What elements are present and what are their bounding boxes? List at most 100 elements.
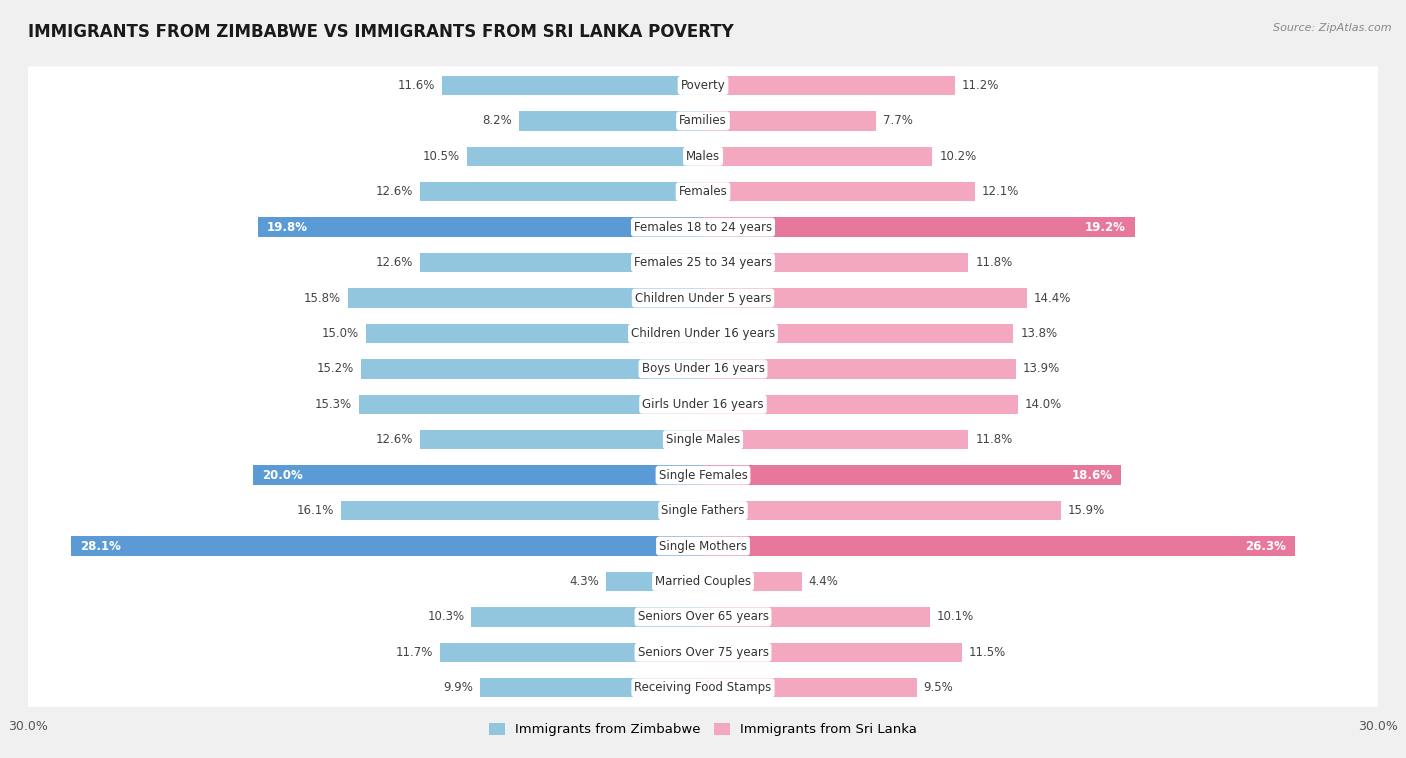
Bar bbox=[441, 76, 703, 96]
Bar bbox=[419, 430, 703, 449]
Text: 20.0%: 20.0% bbox=[262, 468, 302, 481]
Bar bbox=[361, 359, 703, 378]
Bar bbox=[703, 465, 1122, 485]
Text: 7.7%: 7.7% bbox=[883, 114, 912, 127]
Text: Seniors Over 65 years: Seniors Over 65 years bbox=[637, 610, 769, 623]
Text: 14.0%: 14.0% bbox=[1025, 398, 1062, 411]
Bar bbox=[703, 607, 931, 627]
Bar bbox=[703, 536, 1295, 556]
Text: 11.8%: 11.8% bbox=[976, 256, 1012, 269]
FancyBboxPatch shape bbox=[25, 208, 1381, 246]
Text: Single Fathers: Single Fathers bbox=[661, 504, 745, 517]
Bar bbox=[703, 218, 1135, 237]
Bar bbox=[703, 111, 876, 130]
Text: 15.0%: 15.0% bbox=[322, 327, 359, 340]
Text: 26.3%: 26.3% bbox=[1244, 540, 1285, 553]
Text: Single Females: Single Females bbox=[658, 468, 748, 481]
Bar bbox=[471, 607, 703, 627]
Text: 11.5%: 11.5% bbox=[969, 646, 1005, 659]
Bar bbox=[703, 324, 1014, 343]
Text: Single Mothers: Single Mothers bbox=[659, 540, 747, 553]
Text: 13.8%: 13.8% bbox=[1021, 327, 1057, 340]
Text: 11.8%: 11.8% bbox=[976, 434, 1012, 446]
Text: 16.1%: 16.1% bbox=[297, 504, 335, 517]
Text: 12.6%: 12.6% bbox=[375, 185, 413, 199]
Text: 11.6%: 11.6% bbox=[398, 79, 436, 92]
FancyBboxPatch shape bbox=[25, 385, 1381, 424]
Text: 9.9%: 9.9% bbox=[444, 681, 474, 694]
FancyBboxPatch shape bbox=[25, 527, 1381, 565]
Text: 18.6%: 18.6% bbox=[1071, 468, 1112, 481]
Text: 10.2%: 10.2% bbox=[939, 150, 976, 163]
Bar bbox=[703, 146, 932, 166]
Text: 4.3%: 4.3% bbox=[569, 575, 599, 588]
Text: 10.5%: 10.5% bbox=[423, 150, 460, 163]
FancyBboxPatch shape bbox=[25, 66, 1381, 105]
Text: 12.6%: 12.6% bbox=[375, 256, 413, 269]
Text: Boys Under 16 years: Boys Under 16 years bbox=[641, 362, 765, 375]
Text: Seniors Over 75 years: Seniors Over 75 years bbox=[637, 646, 769, 659]
Text: Married Couples: Married Couples bbox=[655, 575, 751, 588]
Text: 10.3%: 10.3% bbox=[427, 610, 464, 623]
FancyBboxPatch shape bbox=[25, 669, 1381, 707]
FancyBboxPatch shape bbox=[25, 279, 1381, 317]
Text: Source: ZipAtlas.com: Source: ZipAtlas.com bbox=[1274, 23, 1392, 33]
Bar bbox=[703, 643, 962, 662]
Text: 15.2%: 15.2% bbox=[318, 362, 354, 375]
Bar bbox=[703, 501, 1060, 520]
FancyBboxPatch shape bbox=[25, 456, 1381, 494]
Text: 19.2%: 19.2% bbox=[1085, 221, 1126, 233]
Bar bbox=[340, 501, 703, 520]
Text: Children Under 16 years: Children Under 16 years bbox=[631, 327, 775, 340]
Bar bbox=[419, 182, 703, 202]
Text: IMMIGRANTS FROM ZIMBABWE VS IMMIGRANTS FROM SRI LANKA POVERTY: IMMIGRANTS FROM ZIMBABWE VS IMMIGRANTS F… bbox=[28, 23, 734, 41]
Text: 8.2%: 8.2% bbox=[482, 114, 512, 127]
FancyBboxPatch shape bbox=[25, 137, 1381, 175]
Text: Receiving Food Stamps: Receiving Food Stamps bbox=[634, 681, 772, 694]
Legend: Immigrants from Zimbabwe, Immigrants from Sri Lanka: Immigrants from Zimbabwe, Immigrants fro… bbox=[484, 718, 922, 742]
FancyBboxPatch shape bbox=[25, 243, 1381, 282]
Bar bbox=[703, 288, 1026, 308]
FancyBboxPatch shape bbox=[25, 562, 1381, 600]
Text: 10.1%: 10.1% bbox=[936, 610, 974, 623]
Bar bbox=[467, 146, 703, 166]
FancyBboxPatch shape bbox=[25, 491, 1381, 530]
Bar bbox=[703, 430, 969, 449]
Text: Males: Males bbox=[686, 150, 720, 163]
FancyBboxPatch shape bbox=[25, 173, 1381, 211]
Text: 15.3%: 15.3% bbox=[315, 398, 352, 411]
Bar bbox=[366, 324, 703, 343]
Bar bbox=[440, 643, 703, 662]
Bar bbox=[359, 395, 703, 414]
Text: 11.7%: 11.7% bbox=[395, 646, 433, 659]
Text: Girls Under 16 years: Girls Under 16 years bbox=[643, 398, 763, 411]
Text: 15.9%: 15.9% bbox=[1067, 504, 1105, 517]
FancyBboxPatch shape bbox=[25, 633, 1381, 672]
Bar bbox=[70, 536, 703, 556]
Bar bbox=[703, 182, 976, 202]
Bar bbox=[481, 678, 703, 697]
FancyBboxPatch shape bbox=[25, 315, 1381, 352]
Bar bbox=[257, 218, 703, 237]
Text: 15.8%: 15.8% bbox=[304, 292, 340, 305]
Text: 12.6%: 12.6% bbox=[375, 434, 413, 446]
FancyBboxPatch shape bbox=[25, 598, 1381, 636]
Text: Females: Females bbox=[679, 185, 727, 199]
Text: 12.1%: 12.1% bbox=[981, 185, 1019, 199]
Bar bbox=[253, 465, 703, 485]
Text: Poverty: Poverty bbox=[681, 79, 725, 92]
Text: 19.8%: 19.8% bbox=[267, 221, 308, 233]
Bar bbox=[419, 253, 703, 272]
Text: 14.4%: 14.4% bbox=[1033, 292, 1071, 305]
Text: Children Under 5 years: Children Under 5 years bbox=[634, 292, 772, 305]
Text: 9.5%: 9.5% bbox=[924, 681, 953, 694]
Text: 4.4%: 4.4% bbox=[808, 575, 838, 588]
Bar bbox=[347, 288, 703, 308]
Bar bbox=[703, 395, 1018, 414]
Bar bbox=[703, 359, 1015, 378]
Text: Females 25 to 34 years: Females 25 to 34 years bbox=[634, 256, 772, 269]
Text: 28.1%: 28.1% bbox=[80, 540, 121, 553]
Text: Single Males: Single Males bbox=[666, 434, 740, 446]
Bar bbox=[519, 111, 703, 130]
Bar bbox=[703, 253, 969, 272]
